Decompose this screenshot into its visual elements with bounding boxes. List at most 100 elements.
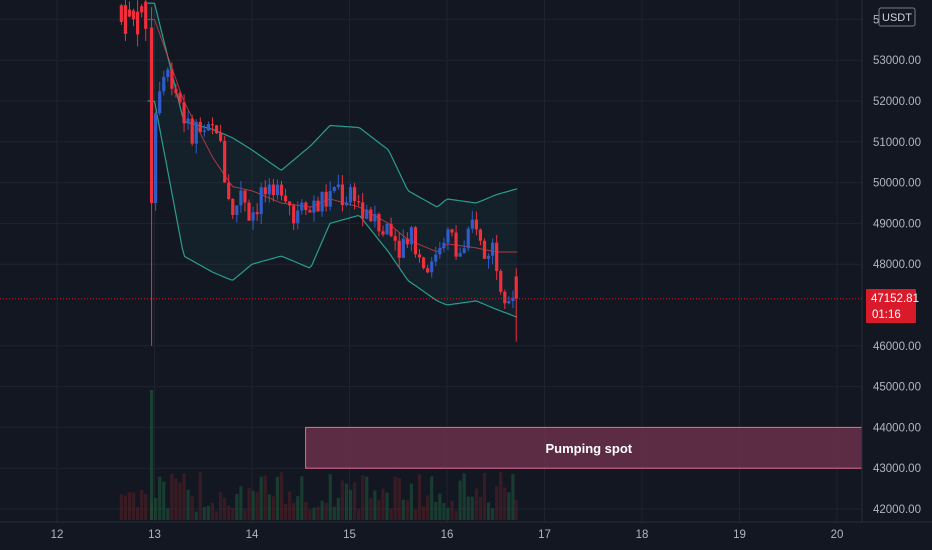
candle-body[interactable] [352, 187, 357, 202]
candle-body[interactable] [243, 190, 247, 203]
candle-body[interactable] [442, 242, 446, 249]
candle-body[interactable] [393, 236, 397, 241]
candle-body[interactable] [405, 238, 409, 245]
time-axis[interactable]: 12 13 14 15 16 17 18 19 20 [0, 521, 932, 541]
candle-body[interactable] [259, 187, 263, 215]
candle-body[interactable] [417, 254, 422, 258]
candle-body[interactable] [279, 184, 284, 196]
candle-body[interactable] [369, 209, 373, 222]
candle-body[interactable] [495, 242, 499, 271]
candle-body[interactable] [275, 184, 280, 196]
candle-body[interactable] [430, 261, 434, 273]
candle-body[interactable] [462, 248, 466, 253]
candle-body[interactable] [235, 205, 239, 215]
candle-body[interactable] [514, 276, 518, 299]
candle-body[interactable] [328, 191, 332, 207]
candle-body[interactable] [283, 195, 288, 202]
candle-body[interactable] [316, 200, 320, 212]
candle-body[interactable] [182, 102, 186, 124]
candle-body[interactable] [478, 229, 483, 241]
candle-body[interactable] [304, 202, 308, 211]
candle-body[interactable] [499, 270, 503, 292]
candle-body[interactable] [426, 268, 430, 273]
candle-body[interactable] [206, 124, 211, 131]
candle-body[interactable] [123, 4, 128, 34]
candle-body[interactable] [140, 6, 144, 13]
candle-body[interactable] [361, 202, 365, 219]
candle-body[interactable] [210, 124, 215, 126]
candle-body[interactable] [413, 227, 418, 255]
candle-body[interactable] [365, 209, 369, 219]
candle-body[interactable] [486, 255, 491, 259]
candle-body[interactable] [507, 301, 511, 304]
candle-body[interactable] [401, 238, 405, 258]
candle-body[interactable] [149, 27, 154, 204]
candle-body[interactable] [190, 118, 194, 144]
candle-body[interactable] [332, 187, 336, 192]
candle-body[interactable] [158, 91, 162, 114]
candle-body[interactable] [292, 205, 296, 224]
candle-body[interactable] [162, 77, 166, 92]
candle-body[interactable] [288, 201, 292, 206]
candle-body[interactable] [170, 69, 174, 89]
candlesticks[interactable] [119, 0, 518, 346]
candle-body[interactable] [348, 187, 353, 203]
candle-body[interactable] [466, 228, 470, 249]
candle-body[interactable] [450, 229, 454, 233]
candle-body[interactable] [267, 184, 271, 195]
candle-body[interactable] [308, 210, 312, 213]
candle-body[interactable] [381, 231, 385, 235]
candle-body[interactable] [409, 227, 414, 245]
candle-body[interactable] [320, 191, 324, 212]
candle-body[interactable] [296, 210, 300, 224]
candle-body[interactable] [357, 201, 361, 203]
candle-body[interactable] [434, 254, 438, 262]
candle-body[interactable] [166, 69, 170, 78]
candle-body[interactable] [154, 113, 158, 203]
candle-body[interactable] [446, 229, 450, 243]
candle-body[interactable] [198, 121, 202, 132]
candle-body[interactable] [474, 219, 478, 230]
candle-body[interactable] [135, 11, 140, 35]
candle-body[interactable] [377, 214, 381, 232]
candle-body[interactable] [336, 184, 340, 188]
candle-body[interactable] [251, 212, 255, 221]
candle-body[interactable] [119, 5, 123, 22]
candle-body[interactable] [470, 219, 474, 229]
candle-body[interactable] [174, 88, 178, 94]
candle-body[interactable] [214, 125, 219, 134]
candle-body[interactable] [397, 240, 401, 258]
candle-body[interactable] [247, 202, 251, 221]
price-axis[interactable]: 5 53000.00 52000.00 51000.00 50000.00 49000.0… [861, 0, 921, 522]
candle-body[interactable] [271, 184, 275, 196]
candle-body[interactable] [144, 1, 148, 29]
candle-body[interactable] [312, 200, 316, 213]
candle-body[interactable] [263, 187, 267, 195]
pumping-spot-zone[interactable]: Pumping spot [305, 426, 863, 469]
candle-body[interactable] [438, 248, 442, 255]
candle-body[interactable] [186, 118, 190, 124]
candle-body[interactable] [127, 9, 132, 17]
candle-body[interactable] [300, 202, 304, 211]
candle-body[interactable] [255, 212, 259, 215]
candle-body[interactable] [194, 121, 198, 144]
candle-body[interactable] [491, 242, 495, 256]
candle-body[interactable] [223, 140, 227, 183]
candle-body[interactable] [421, 257, 426, 269]
candle-body[interactable] [227, 182, 231, 200]
candle-body[interactable] [340, 184, 344, 206]
candle-body[interactable] [239, 190, 243, 206]
candle-body[interactable] [482, 240, 487, 259]
candle-body[interactable] [324, 191, 328, 207]
candle-body[interactable] [131, 10, 136, 20]
candle-body[interactable] [454, 232, 458, 257]
candle-body[interactable] [503, 291, 507, 304]
candle-body[interactable] [231, 199, 235, 215]
candle-body[interactable] [218, 133, 223, 141]
candle-body[interactable] [511, 297, 515, 302]
candle-body[interactable] [344, 202, 349, 206]
candle-body[interactable] [178, 93, 182, 103]
candle-body[interactable] [202, 130, 206, 132]
currency-badge[interactable]: USDT [878, 7, 916, 27]
